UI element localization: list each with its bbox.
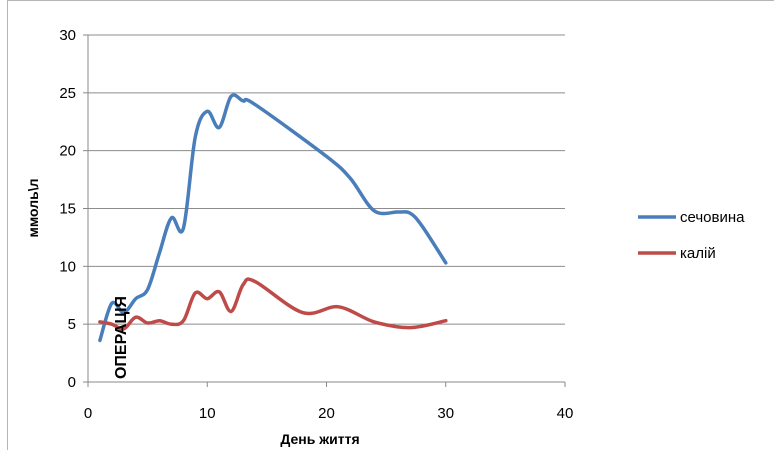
y-axis-title: ммоль\л bbox=[25, 178, 41, 237]
legend: сечовина калій bbox=[638, 209, 745, 262]
y-tick-label-15: 15 bbox=[59, 201, 76, 218]
surgery-annotation: ОПЕРАЦІЯ bbox=[113, 296, 130, 379]
y-tick-label-30: 30 bbox=[59, 27, 76, 44]
x-tick-label-10: 10 bbox=[199, 405, 216, 422]
x-tick-label-30: 30 bbox=[437, 405, 454, 422]
series-line-1 bbox=[98, 277, 448, 331]
x-tick-label-40: 40 bbox=[557, 405, 574, 422]
y-tick-label-0: 0 bbox=[68, 374, 76, 391]
y-tick-label-5: 5 bbox=[68, 316, 76, 333]
axes bbox=[87, 35, 565, 383]
gridlines bbox=[83, 34, 566, 387]
legend-label-1: калій bbox=[680, 245, 716, 262]
x-tick-label-20: 20 bbox=[318, 405, 335, 422]
chart-area: 0 5 10 15 20 25 30 0 10 20 30 40 ОПЕРАЦІЯ День житт… bbox=[7, 0, 774, 450]
y-tick-label-20: 20 bbox=[59, 143, 76, 160]
legend-label-0: сечовина bbox=[680, 209, 745, 226]
line-chart: 0 5 10 15 20 25 30 0 10 20 30 40 ОПЕРАЦІЯ День житт… bbox=[25, 27, 745, 447]
series-lines bbox=[98, 93, 448, 343]
x-axis-title: День життя bbox=[280, 431, 359, 447]
x-tick-label-0: 0 bbox=[84, 405, 92, 422]
tick-labels: 0 5 10 15 20 25 30 0 10 20 30 40 bbox=[59, 27, 573, 422]
series-line-0 bbox=[98, 93, 448, 343]
y-tick-label-25: 25 bbox=[59, 85, 76, 102]
y-tick-label-10: 10 bbox=[59, 258, 76, 275]
